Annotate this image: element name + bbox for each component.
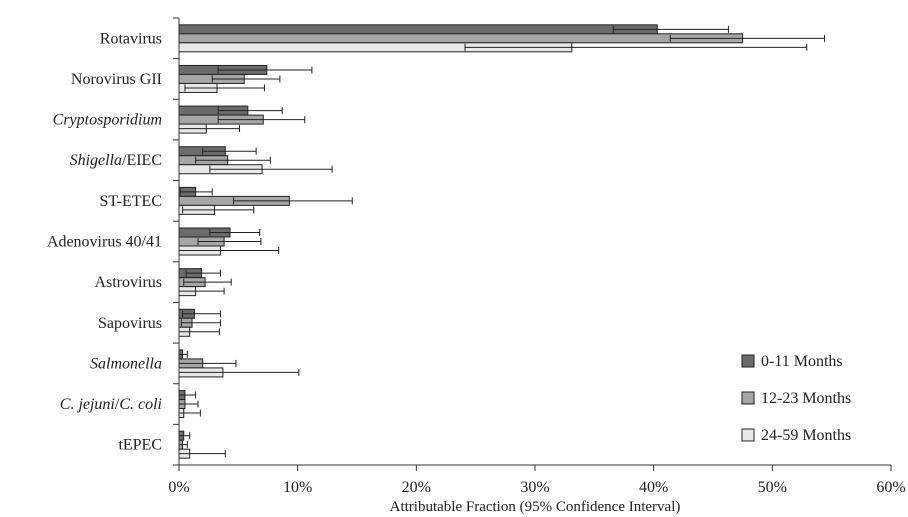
category-label: Norovirus GII — [71, 71, 162, 88]
legend-swatch — [741, 391, 755, 405]
bar — [178, 33, 744, 44]
category-label: Adenovirus 40/41 — [47, 234, 162, 251]
error-bars-layer — [178, 25, 826, 458]
legend-label: 12-23 Months — [761, 390, 851, 407]
category-label: Salmonella — [90, 355, 162, 372]
category-label: Astrovirus — [94, 274, 162, 291]
category-label: Rotavirus — [100, 30, 162, 47]
category-label: Cryptosporidium — [53, 112, 162, 129]
bar — [178, 24, 658, 35]
legend-label: 24-59 Months — [761, 427, 851, 444]
x-tick-label: 50% — [758, 479, 787, 496]
category-label: ST-ETEC — [99, 193, 162, 210]
x-tick-label: 30% — [520, 479, 549, 496]
x-axis-title: Attributable Fraction (95% Confidence In… — [390, 499, 681, 515]
legend-swatch — [741, 428, 755, 442]
category-label: tEPEC — [118, 437, 162, 454]
legend: 0-11 Months 12-23 Months 24-59 Months — [741, 353, 851, 444]
legend-label: 0-11 Months — [761, 353, 843, 370]
x-tick-label: 0% — [168, 479, 189, 496]
x-tick-label: 10% — [283, 479, 312, 496]
category-label: Shigella/EIEC — [70, 152, 162, 169]
x-tick-label: 20% — [402, 479, 431, 496]
category-label: Sapovirus — [98, 315, 162, 332]
bars-layer — [178, 24, 744, 459]
legend-swatch — [741, 354, 755, 368]
x-tick-labels: 0% 10% 20% 30% 40% 50% 60% — [168, 479, 905, 496]
category-label: C. jejuni/C. coli — [60, 396, 162, 413]
x-tick-label: 40% — [639, 479, 668, 496]
x-tick-label: 60% — [876, 479, 905, 496]
axes-layer — [173, 17, 892, 471]
category-labels: Rotavirus Norovirus GII Cryptosporidium Shi… — [47, 30, 162, 453]
